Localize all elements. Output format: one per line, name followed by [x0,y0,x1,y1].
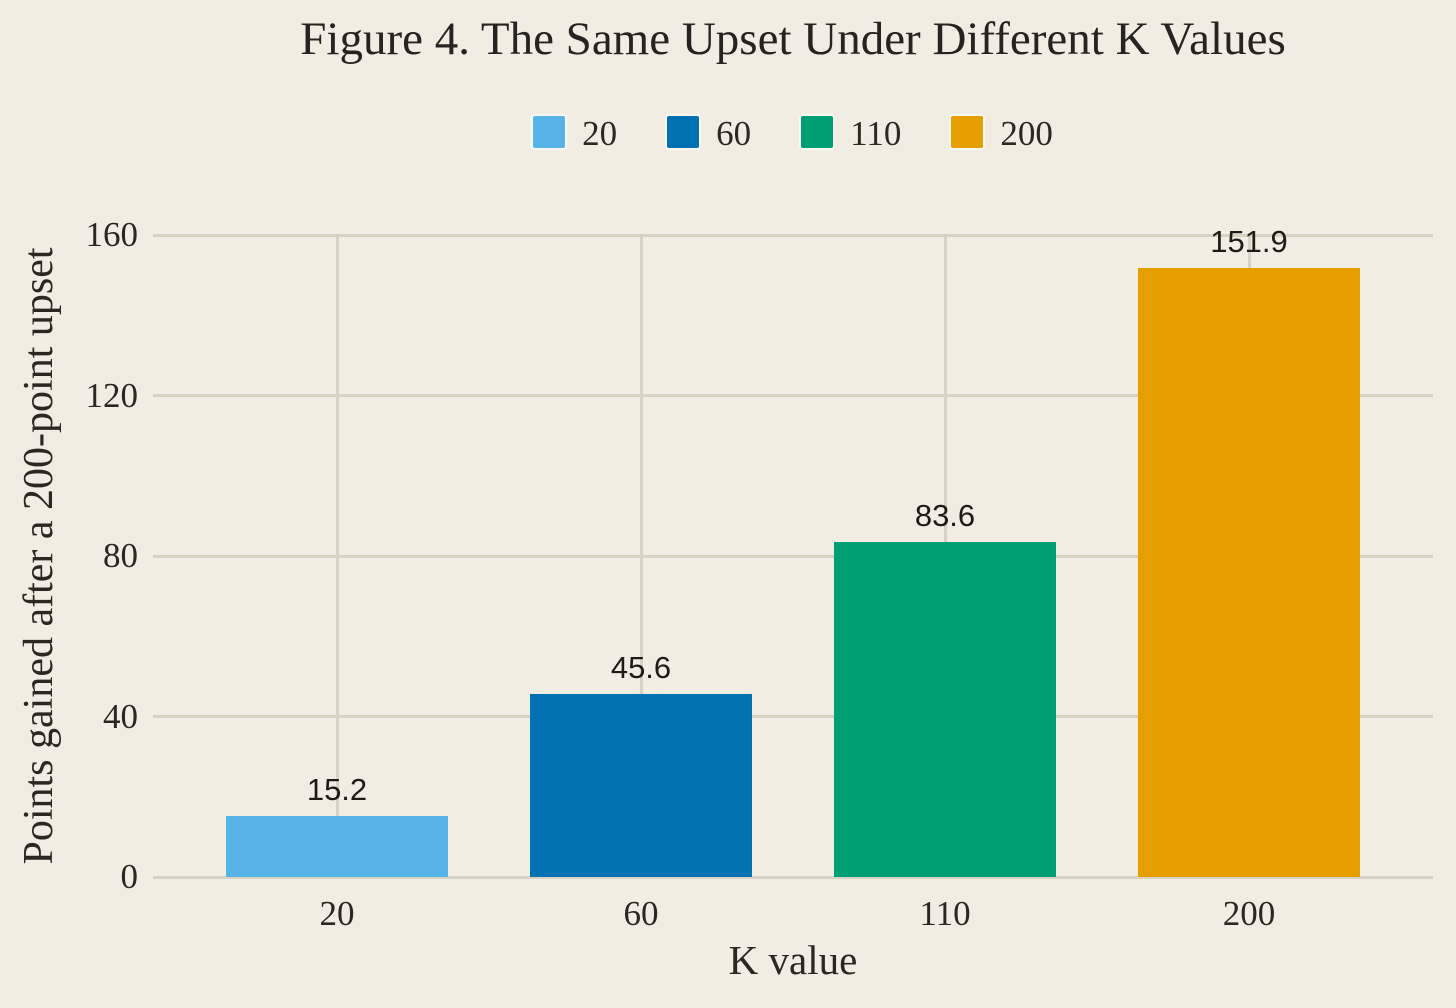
horizontal-gridline [153,875,1433,879]
bar [226,816,448,877]
horizontal-gridline [153,715,1433,718]
bar-value-label: 83.6 [914,497,976,533]
y-tick-label: 80 [103,536,138,575]
legend-item: 200 [951,114,1053,151]
y-tick-label: 40 [103,696,138,736]
horizontal-gridline [153,554,1433,558]
plot-area: 15.2 45.6 83.6 151.9 [153,226,1433,879]
bar-value-label: 151.9 [1210,223,1288,259]
legend-item: 110 [801,114,901,151]
legend-swatch [667,116,700,148]
bar [530,694,752,877]
bar [1138,267,1360,877]
bar [834,541,1056,877]
legend: 20 60 110 200 [153,110,1433,154]
horizontal-gridline [153,233,1433,237]
legend-item: 20 [533,114,617,151]
legend-swatch [951,116,984,148]
legend-label: 200 [1000,113,1053,153]
x-tick-label: 60 [623,894,659,933]
y-tick-label: 160 [85,215,139,254]
legend-item: 60 [667,114,751,151]
chart-title: Figure 4. The Same Upset Under Different… [300,13,1286,65]
horizontal-gridline [153,394,1433,397]
bar-value-label: 45.6 [610,650,672,686]
y-tick-label: 120 [85,375,139,415]
x-axis-title: K value [728,937,858,983]
x-tick-label: 200 [1222,894,1276,933]
x-tick-label: 110 [919,894,971,933]
bar-value-label: 15.2 [306,772,368,807]
x-tick-label: 20 [319,894,355,933]
y-tick-label: 0 [120,857,139,896]
y-axis-ticks: 0 40 80 120 160 [0,217,139,895]
legend-swatch [533,116,566,148]
legend-label: 60 [716,113,752,153]
legend-label: 110 [850,113,902,153]
x-axis-ticks: 20 60 110 200 [153,891,1433,937]
legend-swatch [801,116,834,148]
legend-label: 20 [582,113,618,153]
